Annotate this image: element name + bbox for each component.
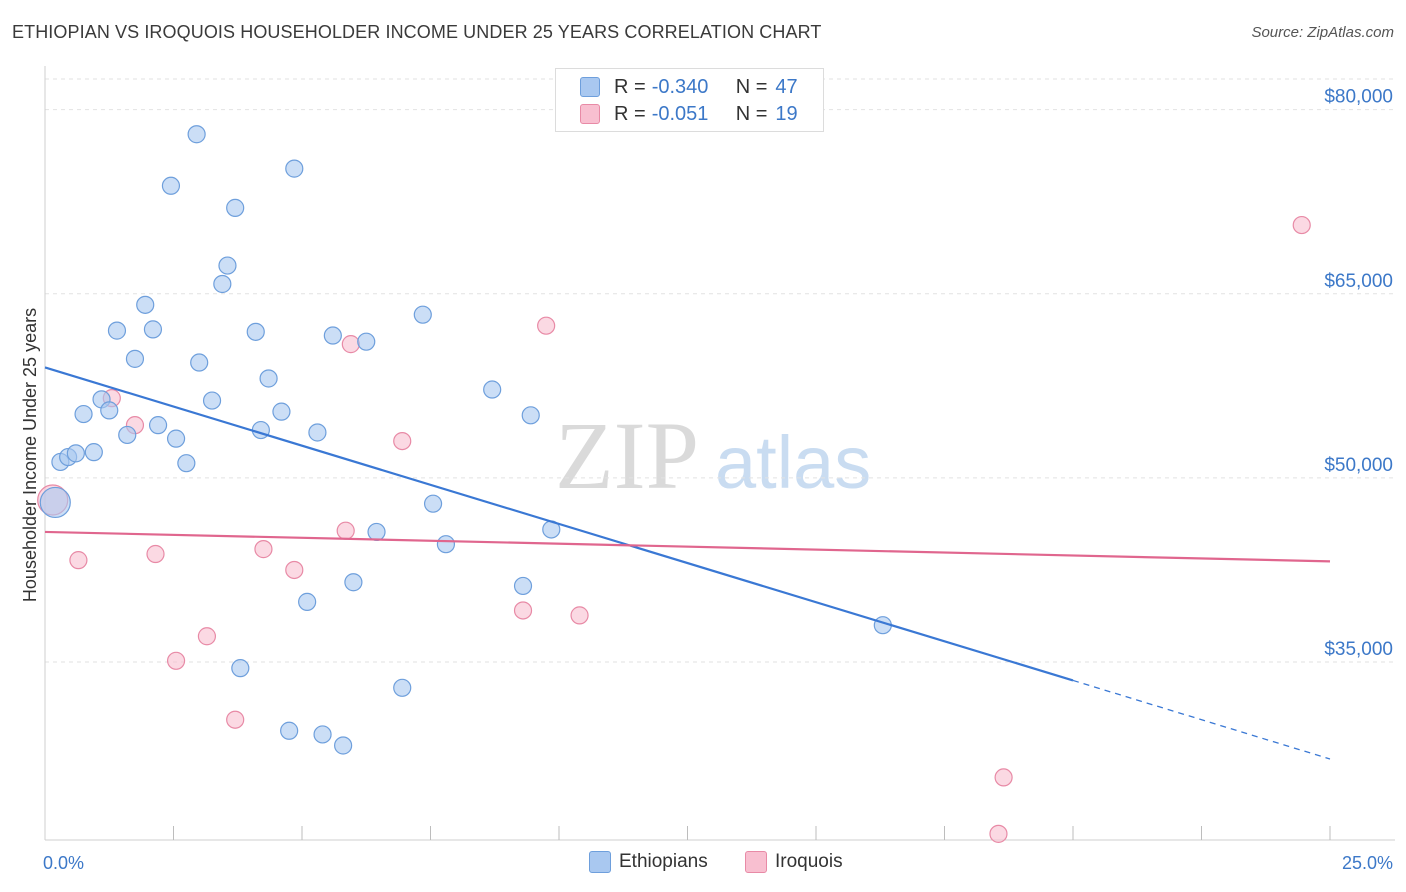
ethiopians-point — [367, 522, 386, 542]
iroquois-point — [989, 824, 1008, 843]
ethiopians-point — [125, 349, 145, 368]
legend-swatch-ethiopians — [580, 77, 600, 97]
bottom-legend-swatch-ethiopians — [589, 851, 611, 873]
ethiopians-point — [190, 353, 209, 372]
bottom-legend-swatch-iroquois — [745, 851, 767, 873]
iroquois-point — [994, 768, 1013, 787]
ethiopians-point — [74, 404, 93, 424]
ethiopians-point — [213, 274, 232, 294]
ethiopians-point — [423, 494, 443, 513]
iroquois-point — [336, 521, 355, 540]
y-tick-label: $80,000 — [1324, 87, 1393, 108]
legend-n-label: N = — [735, 75, 768, 98]
ethiopians-point — [280, 721, 299, 740]
iroquois-point — [254, 540, 273, 559]
y-tick-label: $35,000 — [1324, 639, 1393, 660]
x-tick-label: 0.0% — [43, 853, 84, 873]
iroquois-point — [69, 551, 88, 570]
legend-r-label: R = — [614, 75, 646, 98]
iroquois-point — [166, 651, 186, 670]
ethiopians-point — [161, 176, 181, 195]
bottom-legend-label-ethiopians: Ethiopians — [619, 851, 708, 872]
iroquois-point — [226, 710, 245, 729]
ethiopians-point — [118, 425, 137, 445]
legend-n-label: N = — [735, 102, 768, 125]
ethiopians-point — [344, 573, 363, 592]
x-tick-labels: 0.0% 25.0% — [43, 853, 1393, 873]
legend-row-ethiopians: R = -0.340 N = 47 — [556, 73, 798, 101]
ethiopians-point — [100, 401, 119, 420]
ethiopians-trendline-extension — [1072, 679, 1331, 760]
trendlines — [44, 366, 1331, 760]
ethiopians-point — [202, 391, 222, 410]
ethiopians-point — [393, 678, 412, 697]
y-tick-labels: $35,000 $50,000 $65,000 $80,000 — [1324, 87, 1393, 660]
ethiopians-point — [521, 406, 540, 425]
gridlines — [45, 78, 1395, 663]
iroquois-point — [146, 544, 165, 564]
ethiopians-point — [436, 535, 456, 554]
ethiopians-point — [177, 454, 196, 473]
ethiopians-point — [187, 125, 206, 144]
iroquois-point — [341, 335, 360, 354]
ethiopians-point — [298, 592, 317, 611]
chart-title: ETHIOPIAN VS IROQUOIS HOUSEHOLDER INCOME… — [12, 22, 822, 42]
legend-r-value: -0.051 — [651, 102, 709, 125]
ethiopians-point — [166, 429, 186, 448]
y-axis-label: Householder Income Under 25 years — [20, 308, 40, 602]
ethiopians-point — [107, 321, 127, 340]
legend: R = -0.340 N = 47 R = -0.051 N = 19 — [555, 68, 824, 132]
legend-r-value: -0.340 — [651, 75, 709, 98]
ethiopians-point — [39, 486, 71, 519]
ethiopians-point — [66, 444, 85, 463]
iroquois-point — [537, 316, 556, 335]
legend-r-label: R = — [614, 102, 646, 125]
axes — [44, 66, 1395, 841]
iroquois-point — [393, 431, 412, 451]
ethiopians-points — [39, 125, 892, 755]
watermark-atlas: atlas — [715, 421, 871, 504]
ethiopians-point — [513, 576, 533, 596]
legend-n-value: 47 — [775, 75, 798, 98]
bottom-legend-label-iroquois: Iroquois — [775, 851, 843, 872]
watermark: ZIP atlas — [555, 402, 871, 509]
legend-n-value: 19 — [775, 102, 798, 125]
x-tick-label: 25.0% — [1342, 853, 1393, 873]
ethiopians-point — [334, 736, 353, 755]
ethiopians-point — [226, 198, 245, 217]
iroquois-point — [513, 601, 533, 620]
ethiopians-point — [218, 256, 237, 275]
source-label: Source: ZipAtlas.com — [1251, 24, 1394, 41]
iroquois-trendline — [44, 530, 1331, 563]
y-tick-label: $50,000 — [1324, 455, 1393, 476]
iroquois-point — [197, 627, 217, 646]
watermark-zip: ZIP — [555, 402, 699, 509]
ethiopians-point — [231, 659, 250, 678]
ethiopians-point — [246, 322, 265, 341]
ethiopians-point — [148, 416, 168, 435]
ethiopians-point — [84, 443, 103, 462]
ethiopians-point — [143, 320, 163, 339]
bottom-legend-iroquois: Iroquois — [745, 851, 843, 873]
ethiopians-point — [136, 295, 155, 314]
legend-row-iroquois: R = -0.051 N = 19 — [556, 100, 798, 128]
iroquois-point — [1292, 215, 1311, 235]
ethiopians-point — [483, 380, 502, 399]
legend-swatch-iroquois — [580, 104, 600, 124]
iroquois-points — [37, 215, 1311, 843]
ethiopians-point — [308, 423, 327, 442]
bottom-legend-ethiopians: Ethiopians — [589, 851, 708, 873]
ethiopians-trendline — [44, 366, 1074, 682]
ethiopians-point — [285, 159, 304, 178]
iroquois-point — [570, 606, 589, 625]
ethiopians-point — [313, 725, 332, 744]
ethiopians-point — [259, 369, 278, 388]
ethiopians-point — [323, 326, 342, 345]
iroquois-point — [285, 560, 304, 580]
y-tick-label: $65,000 — [1324, 271, 1393, 292]
ethiopians-point — [357, 332, 376, 351]
ethiopians-point — [272, 402, 291, 421]
ethiopians-point — [413, 305, 432, 324]
